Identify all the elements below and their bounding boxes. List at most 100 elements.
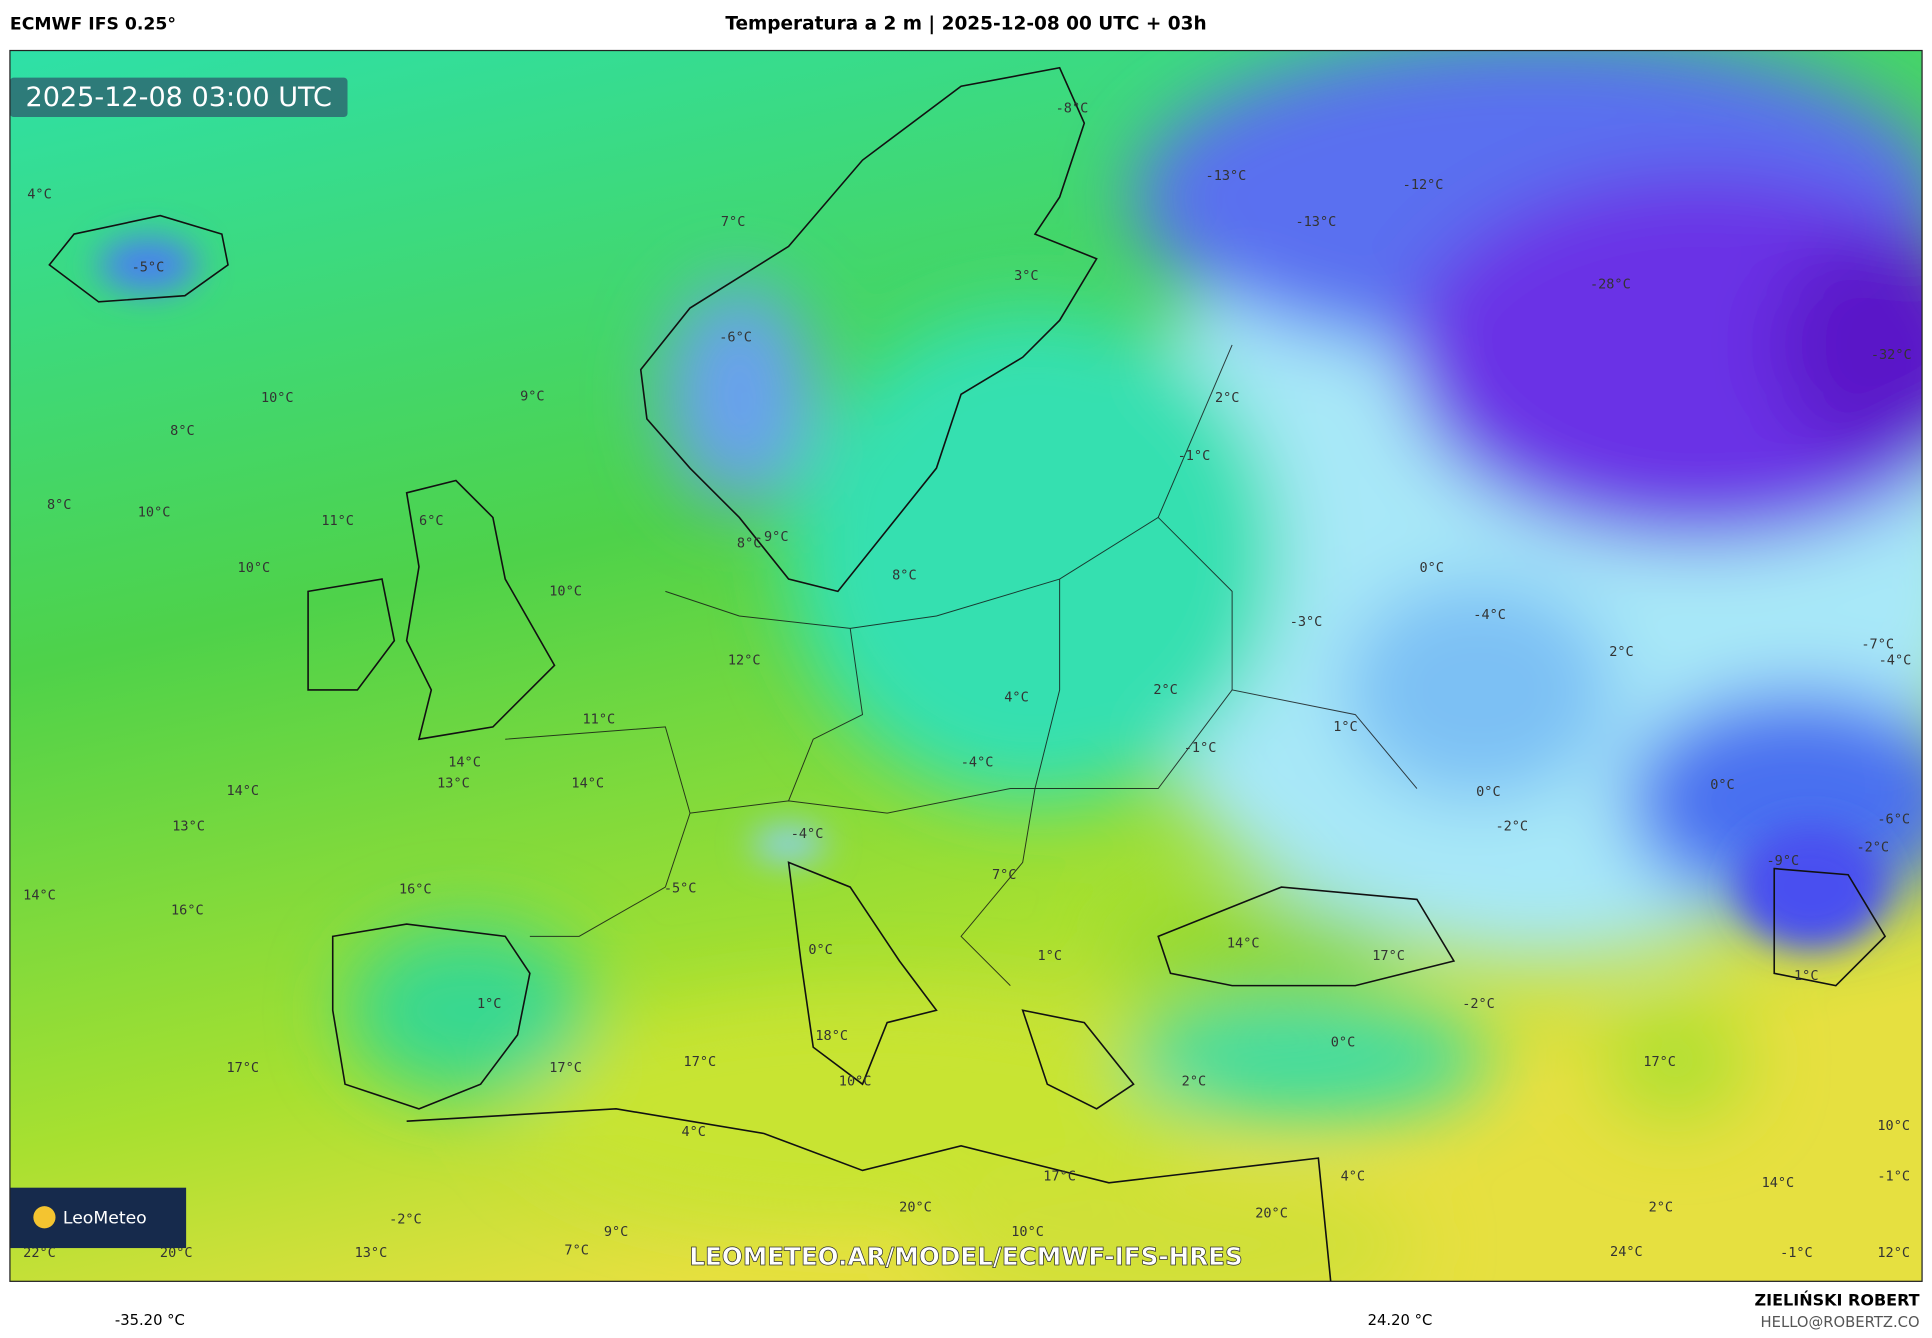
temp-label: 13°C	[172, 819, 205, 835]
temp-label: 8°C	[170, 423, 194, 439]
temp-label: 20°C	[160, 1245, 193, 1261]
temp-label: -1°C	[1780, 1245, 1813, 1261]
colorbar-max: 24.20 °C	[1368, 1312, 1433, 1329]
temp-label: 2°C	[1153, 682, 1177, 698]
temp-label: 7°C	[564, 1243, 588, 1259]
temp-label: -1°C	[1877, 1169, 1910, 1185]
map-title: Temperatura a 2 m | 2025-12-08 00 UTC + …	[725, 14, 1206, 35]
temp-label: 6°C	[419, 513, 443, 529]
map: -8°C -13°C -12°C -13°C 4°C 7°C -5°C 3°C -28°C -32…	[9, 50, 1923, 1282]
map-frame	[9, 49, 1923, 1282]
logo-text: LeoMeteo	[63, 1208, 147, 1228]
temp-label: 11°C	[583, 712, 616, 728]
model-name: ECMWF IFS 0.25°	[10, 15, 176, 35]
temp-label: 8°C	[47, 497, 71, 513]
coastlines	[48, 66, 1887, 1282]
temp-label: 0°C	[1419, 560, 1443, 576]
temp-label: 17°C	[1043, 1169, 1076, 1185]
temp-label: -2°C	[1856, 840, 1889, 856]
temp-label: -8°C	[1056, 100, 1089, 116]
temp-label: 13°C	[355, 1245, 388, 1261]
author: ZIELIŃSKI ROBERT	[1755, 1291, 1920, 1310]
temp-label: 2°C	[1182, 1074, 1206, 1090]
temp-label: -32°C	[1871, 347, 1912, 363]
temp-label: 0°C	[1710, 777, 1734, 793]
temp-label: 10°C	[839, 1074, 872, 1090]
temp-label: 12°C	[728, 652, 761, 668]
temp-label: -4°C	[791, 826, 824, 842]
temp-label: -13°C	[1296, 214, 1337, 230]
temp-label: -4°C	[961, 755, 994, 771]
temp-label: 1°C	[1794, 968, 1818, 984]
temp-label: 17°C	[1643, 1054, 1676, 1070]
temp-label: -1°C	[1178, 448, 1211, 464]
temp-label: -2°C	[1495, 819, 1528, 835]
temp-label: 1°C	[477, 996, 501, 1012]
borders	[505, 344, 1418, 986]
temp-label: 4°C	[27, 187, 51, 203]
temp-label: 18°C	[815, 1028, 848, 1044]
temp-label: 14°C	[1762, 1175, 1795, 1191]
email: HELLO@ROBERTZ.CO	[1761, 1314, 1920, 1331]
timestamp-box	[9, 77, 348, 118]
temp-label: 4°C	[1341, 1169, 1365, 1185]
temp-label: 7°C	[992, 867, 1016, 883]
temp-label: -9°C	[1767, 853, 1800, 869]
temp-label: -7°C	[1861, 636, 1894, 652]
temp-label: 16°C	[399, 882, 432, 898]
logo-sun	[33, 1206, 56, 1229]
temp-label: 9°C	[764, 529, 788, 545]
temp-label: 9°C	[520, 389, 544, 405]
temp-label: 7°C	[721, 214, 745, 230]
temp-label: 11°C	[321, 513, 354, 529]
temp-label: 0°C	[1476, 784, 1500, 800]
temp-label: 17°C	[1372, 948, 1405, 964]
temp-label: 1°C	[1333, 719, 1357, 735]
temp-label: 1°C	[1038, 948, 1062, 964]
temp-label: -3°C	[1290, 614, 1323, 630]
temp-label: 17°C	[549, 1060, 582, 1076]
temp-label: 10°C	[549, 583, 582, 599]
temp-label: 16°C	[171, 902, 204, 918]
temp-label: 9°C	[604, 1224, 628, 1240]
temp-label: -6°C	[719, 330, 752, 346]
temp-label: 13°C	[437, 776, 470, 792]
temp-label: -13°C	[1206, 168, 1247, 184]
temp-label: 2°C	[1215, 390, 1239, 406]
temp-label: 4°C	[1004, 689, 1028, 705]
temp-label: 0°C	[808, 942, 832, 958]
temp-label: 20°C	[899, 1199, 932, 1215]
temp-label: 3°C	[1014, 268, 1038, 284]
temp-label: 10°C	[261, 390, 294, 406]
temp-label: -28°C	[1590, 277, 1631, 293]
watermark: LEOMETEO.AR/MODEL/ECMWF-IFS-HRES	[689, 1242, 1242, 1271]
temp-label: 8°C	[737, 535, 761, 551]
temp-label: 24°C	[1610, 1244, 1643, 1260]
temp-label: 22°C	[23, 1245, 56, 1261]
temp-label: 14°C	[448, 755, 481, 771]
colorbar: -35.20 °C 24.20 °C	[115, 1312, 1432, 1329]
temp-label: 10°C	[1877, 1118, 1910, 1134]
temp-label: 8°C	[892, 567, 916, 583]
temp-label: 2°C	[1609, 644, 1633, 660]
temp-label: 10°C	[138, 505, 171, 521]
temp-label: 0°C	[1331, 1034, 1355, 1050]
temp-label: 14°C	[23, 888, 56, 904]
temperature-labels: -8°C -13°C -12°C -13°C 4°C 7°C -5°C 3°C -28°C -32…	[23, 100, 1911, 1261]
temp-label: 4°C	[681, 1124, 705, 1140]
temp-label: -6°C	[1877, 811, 1910, 827]
temp-label: 10°C	[1011, 1224, 1044, 1240]
temp-label: -4°C	[1473, 607, 1506, 623]
timestamp: 2025-12-08 03:00 UTC	[25, 82, 331, 113]
temp-label: -5°C	[132, 259, 165, 275]
temp-label: -4°C	[1879, 652, 1912, 668]
temp-label: 12°C	[1877, 1245, 1910, 1261]
temp-label: -1°C	[1184, 740, 1217, 756]
temp-label: -2°C	[389, 1212, 422, 1228]
colorbar-min: -35.20 °C	[115, 1312, 185, 1329]
temp-label: -12°C	[1403, 177, 1444, 193]
temp-label: 14°C	[226, 783, 259, 799]
temp-label: -5°C	[664, 880, 697, 896]
temp-label: -2°C	[1462, 996, 1495, 1012]
